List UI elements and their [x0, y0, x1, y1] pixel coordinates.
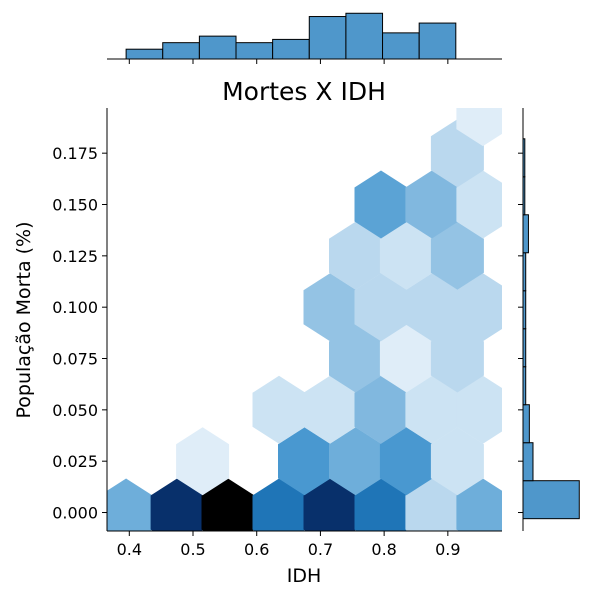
y-hist-bar	[522, 442, 534, 482]
hex-cell	[252, 478, 306, 531]
y-axis-label: População Morta (%)	[13, 221, 35, 418]
x-hist-bar	[418, 22, 457, 60]
axes: 0.4 0.5 0.6 0.7 0.8 0.9 0.000 0.025 0.050 0.075 0.…	[52, 59, 523, 559]
y-tick-label: 0.175	[52, 144, 98, 163]
hex-cell	[354, 478, 408, 531]
hexbin-plot	[107, 108, 502, 531]
hex-cell	[405, 478, 459, 531]
hex-cell	[405, 273, 459, 342]
hex-cell	[201, 478, 255, 531]
hex-cell	[456, 273, 502, 342]
hex-cell	[456, 478, 502, 531]
x-tick-label: 0.9	[435, 540, 460, 559]
x-tick-label: 0.4	[117, 540, 142, 559]
hex-cell	[107, 478, 153, 531]
hex-cell	[379, 324, 433, 393]
hex-cell	[354, 273, 408, 342]
hex-cell	[456, 170, 502, 239]
x-axis-label: IDH	[287, 565, 322, 587]
x-marginal-histogram	[107, 12, 502, 60]
hex-cell	[430, 324, 484, 393]
x-tick-label: 0.6	[244, 540, 269, 559]
y-tick-label: 0.125	[52, 247, 98, 266]
chart-title: Mortes X IDH	[222, 77, 386, 106]
x-hist-bar	[162, 42, 200, 60]
y-tick-label: 0.150	[52, 196, 98, 215]
hex-cell	[456, 375, 502, 444]
x-tick-label: 0.7	[308, 540, 333, 559]
y-tick-label: 0.075	[52, 350, 98, 369]
hex-cell	[278, 427, 331, 496]
y-hist-bar	[522, 214, 529, 254]
hex-cell	[354, 170, 408, 239]
hex-cell	[303, 478, 357, 531]
y-tick-label: 0.050	[52, 401, 98, 420]
x-hist-bar	[308, 16, 347, 60]
hex-cell	[456, 108, 502, 147]
hex-cell	[405, 170, 459, 239]
y-tick-label: 0.100	[52, 298, 98, 317]
y-marginal-histogram	[522, 108, 580, 531]
y-tick-label: 0.000	[52, 504, 98, 523]
x-hist-bar	[345, 12, 384, 60]
hex-cell	[379, 221, 433, 290]
y-tick-label: 0.025	[52, 452, 98, 471]
hex-cell	[379, 427, 433, 496]
hex-cell	[405, 375, 459, 444]
hex-cell	[354, 375, 408, 444]
x-hist-bar	[125, 48, 164, 60]
x-hist-bar	[198, 35, 237, 60]
x-hist-bar	[272, 38, 310, 60]
x-hist-bar	[382, 32, 420, 60]
hex-cell	[430, 427, 484, 496]
hex-cell	[329, 324, 382, 393]
hex-cell	[430, 221, 484, 290]
x-tick-label: 0.5	[180, 540, 205, 559]
hex-cell	[150, 478, 204, 531]
hex-cell	[303, 375, 357, 444]
hex-cell	[329, 427, 382, 496]
y-hist-bar	[522, 480, 580, 520]
hex-cell	[303, 273, 357, 342]
x-hist-bar	[235, 42, 274, 60]
hex-cell	[176, 427, 230, 496]
hex-cell	[252, 375, 306, 444]
hex-cell	[329, 221, 382, 290]
x-tick-label: 0.8	[371, 540, 396, 559]
y-hist-bar	[522, 404, 530, 444]
